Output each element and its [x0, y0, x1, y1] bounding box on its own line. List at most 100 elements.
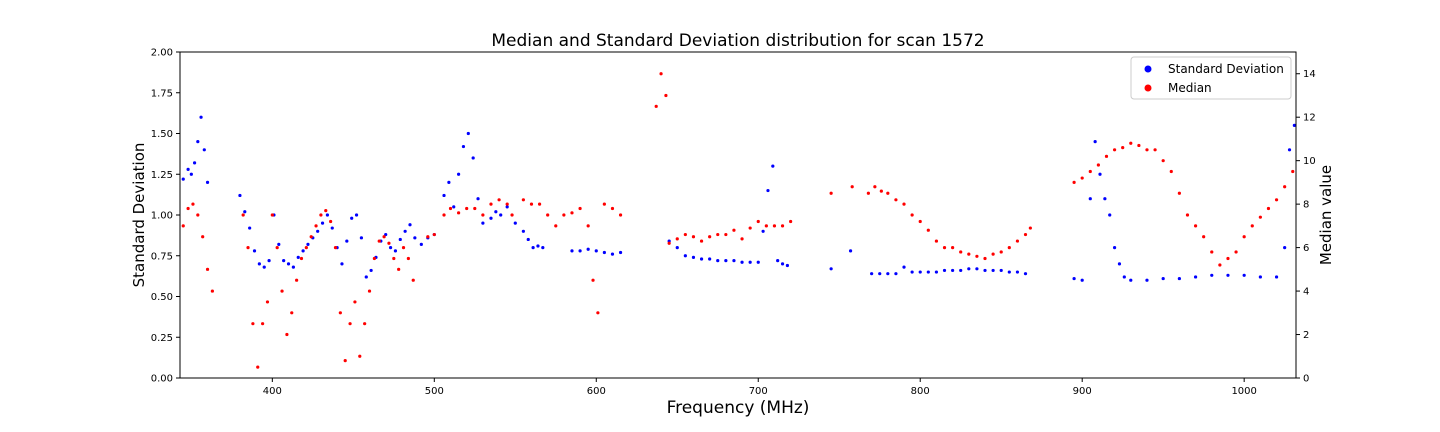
- median-point: [241, 213, 245, 217]
- std-point: [277, 242, 281, 246]
- median-point: [261, 322, 265, 326]
- median-point: [246, 246, 250, 250]
- median-point: [654, 104, 658, 108]
- median-point: [902, 202, 906, 206]
- std-point: [1080, 278, 1084, 282]
- std-point: [776, 259, 780, 263]
- x-tick-label: 900: [1073, 386, 1092, 397]
- std-point: [413, 236, 417, 240]
- median-point: [918, 219, 922, 224]
- std-point: [1093, 140, 1097, 144]
- median-point: [1121, 146, 1125, 150]
- median-point: [309, 235, 313, 239]
- std-point: [1112, 246, 1117, 250]
- right-y-tick-label: 0: [1303, 374, 1309, 385]
- median-point: [596, 311, 600, 315]
- std-point: [202, 148, 206, 152]
- median-point: [1137, 143, 1141, 148]
- median-point: [406, 256, 410, 261]
- std-point: [699, 257, 704, 261]
- median-point: [411, 278, 415, 282]
- std-point: [748, 260, 752, 264]
- std-point: [785, 263, 790, 268]
- median-point: [275, 246, 279, 250]
- std-point: [1274, 275, 1279, 279]
- median-point: [372, 256, 376, 261]
- std-point: [1108, 213, 1112, 217]
- median-point: [699, 239, 704, 243]
- std-point: [466, 131, 470, 136]
- median-point: [829, 191, 833, 195]
- left-y-tick-label: 0.25: [151, 333, 173, 344]
- std-point: [316, 229, 320, 233]
- std-point: [192, 161, 197, 165]
- median-point: [1129, 141, 1133, 145]
- std-point: [306, 242, 310, 246]
- median-point: [363, 322, 367, 326]
- std-point: [286, 262, 291, 266]
- x-tick-label: 400: [263, 386, 282, 397]
- std-point: [761, 229, 765, 233]
- median-point: [1072, 180, 1076, 184]
- std-point: [541, 246, 545, 250]
- std-point: [756, 260, 760, 264]
- median-point: [591, 278, 595, 282]
- std-point: [369, 268, 373, 273]
- median-point: [1250, 224, 1254, 228]
- median-point: [280, 289, 284, 293]
- x-tick-label: 800: [911, 386, 930, 397]
- std-point: [610, 252, 615, 256]
- left-y-tick-label: 1.50: [151, 129, 173, 140]
- std-point: [1193, 275, 1198, 279]
- median-point: [975, 254, 979, 258]
- std-point: [1210, 273, 1214, 277]
- std-point: [1072, 276, 1076, 281]
- std-point: [199, 115, 203, 119]
- median-point: [205, 267, 210, 271]
- median-point: [265, 300, 270, 304]
- median-point: [319, 213, 323, 217]
- std-point: [991, 268, 995, 273]
- median-point: [691, 235, 696, 239]
- median-point: [667, 241, 671, 245]
- std-point: [1098, 172, 1102, 176]
- std-point: [296, 255, 300, 259]
- std-point: [494, 210, 498, 214]
- median-point: [780, 224, 785, 228]
- std-point: [578, 249, 582, 253]
- median-point: [570, 211, 574, 215]
- right-y-tick-label: 6: [1303, 243, 1309, 254]
- median-point: [910, 213, 914, 217]
- std-point: [205, 180, 210, 184]
- median-point: [1007, 246, 1011, 250]
- std-point: [262, 265, 266, 269]
- std-point: [848, 249, 853, 253]
- median-point: [473, 206, 477, 211]
- median-point: [772, 224, 777, 228]
- std-point: [408, 223, 412, 227]
- median-point: [951, 246, 955, 250]
- std-point: [1122, 275, 1126, 279]
- median-point: [457, 211, 461, 215]
- x-axis: 400 500 600 700 800 900 1000: [263, 378, 1257, 397]
- std-point: [442, 193, 446, 198]
- median-point: [270, 213, 274, 217]
- median-point: [716, 232, 720, 237]
- median-point: [879, 189, 883, 193]
- std-point: [708, 257, 712, 261]
- median-point: [348, 322, 352, 326]
- std-point: [1015, 270, 1020, 274]
- median-point: [967, 252, 971, 256]
- std-point: [1129, 278, 1133, 282]
- std-point: [452, 205, 456, 209]
- median-point: [732, 228, 736, 232]
- median-point: [191, 202, 195, 206]
- median-point: [521, 198, 525, 202]
- median-point: [324, 209, 328, 213]
- std-point: [959, 268, 963, 273]
- legend-label-standard-deviation: Standard Deviation: [1168, 62, 1284, 76]
- std-point: [350, 216, 354, 220]
- median-point: [497, 198, 501, 202]
- median-point: [295, 278, 299, 282]
